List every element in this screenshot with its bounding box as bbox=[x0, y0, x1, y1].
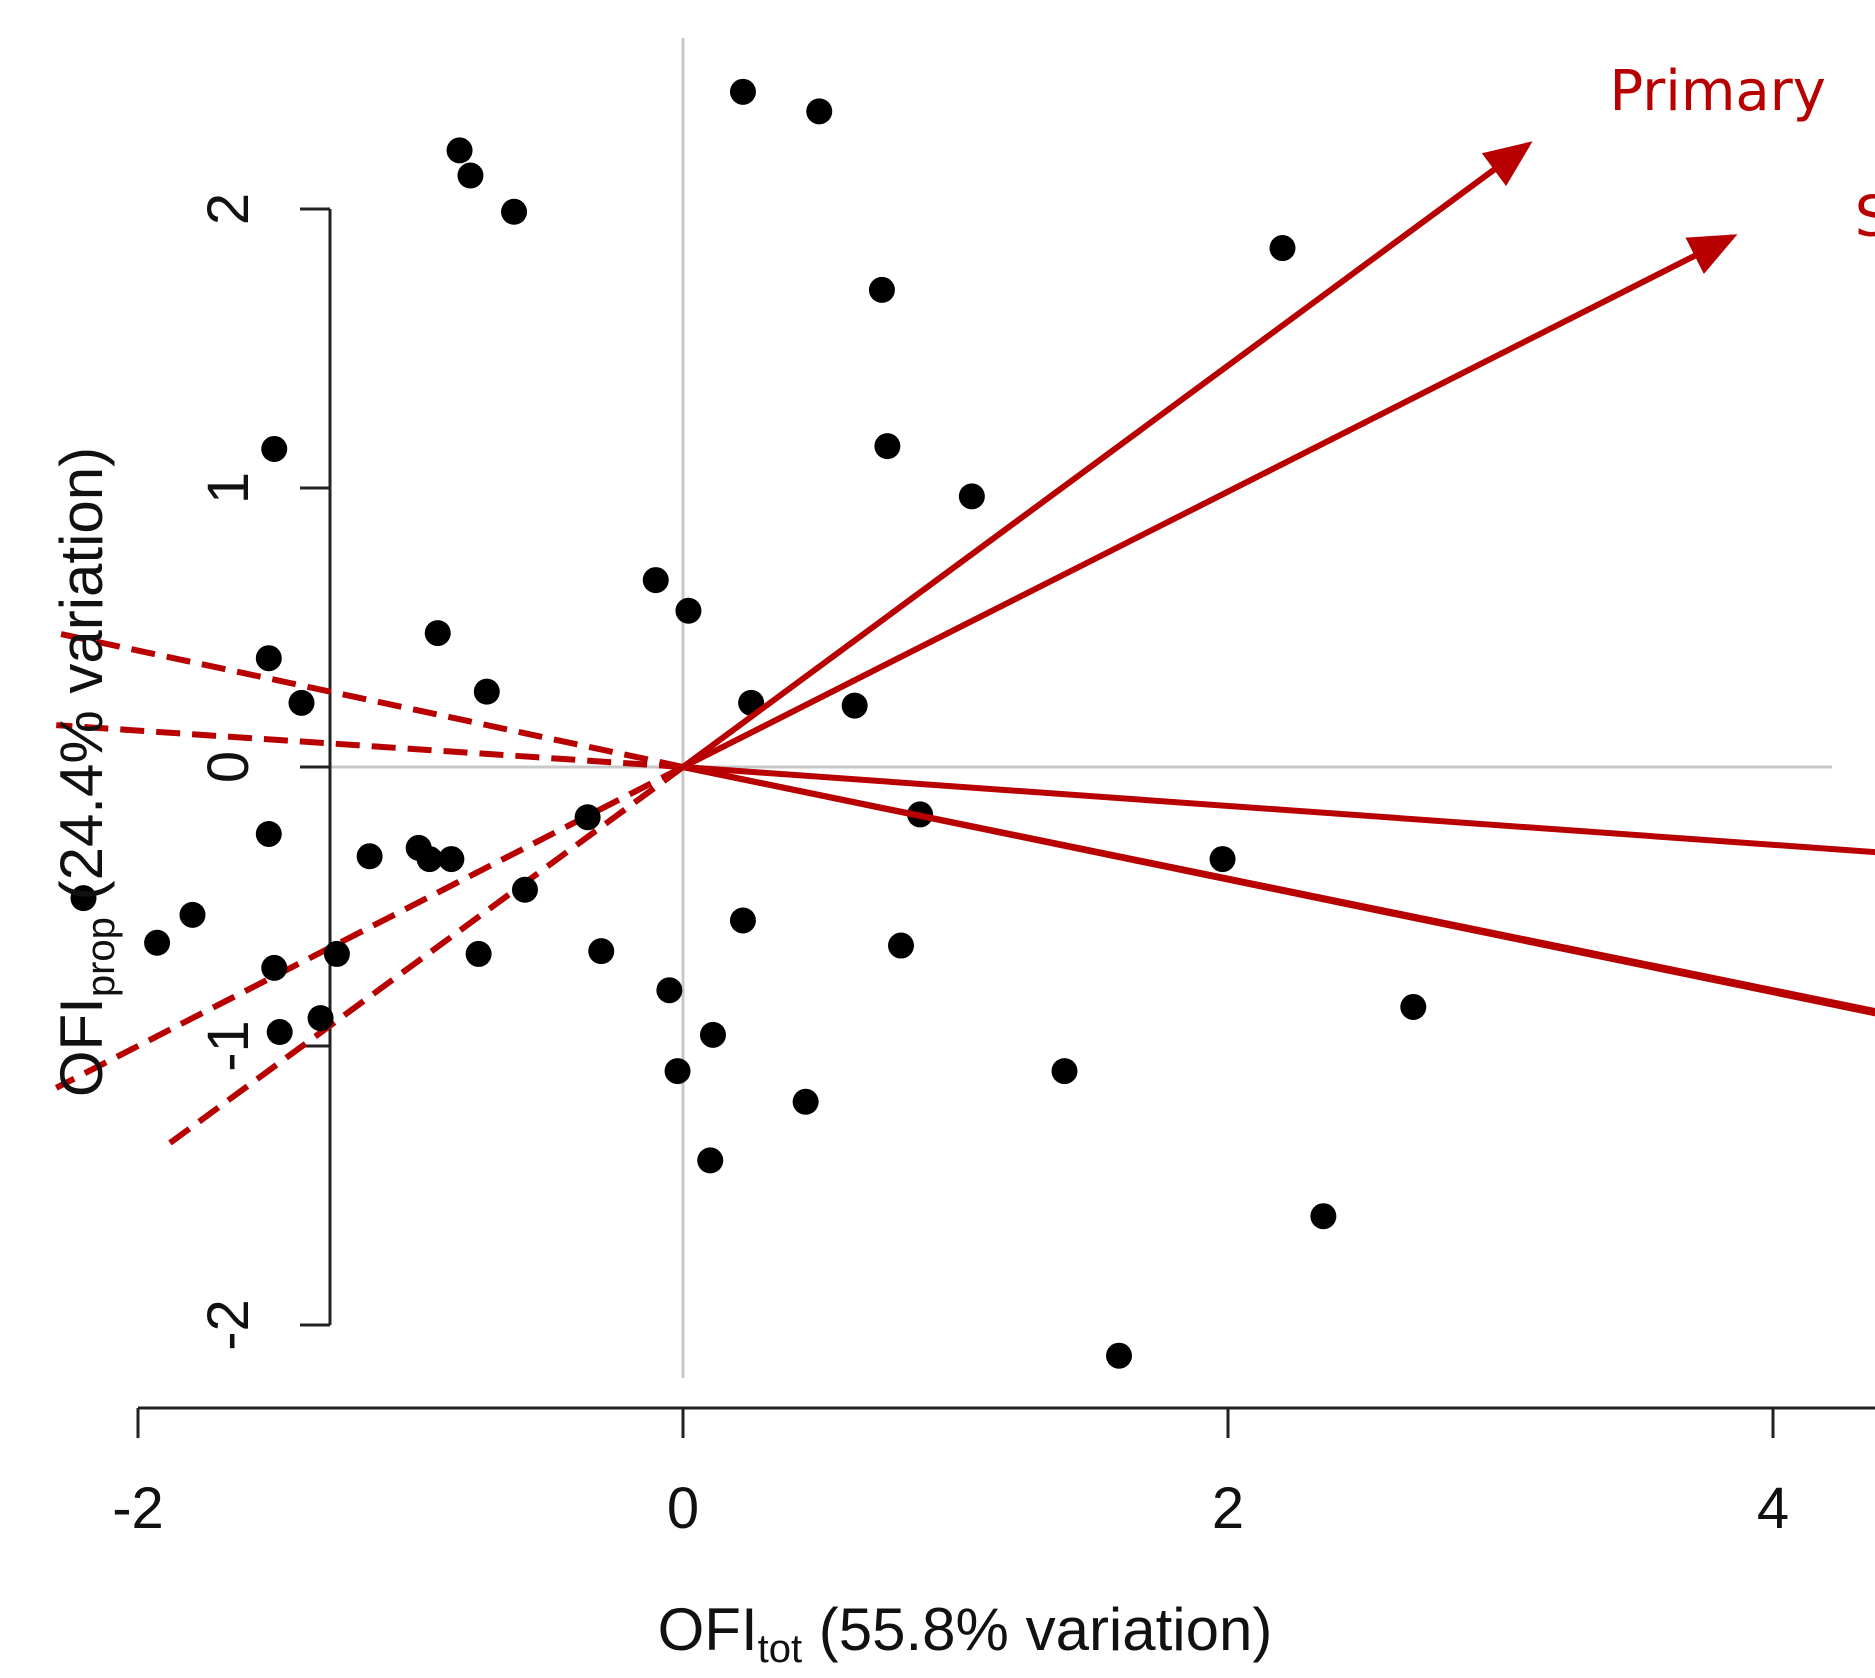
dashed-extension-line bbox=[55, 630, 684, 770]
data-point bbox=[729, 78, 756, 105]
x-tick-label: 0 bbox=[667, 1476, 699, 1541]
x-tick-label: 4 bbox=[1757, 1476, 1789, 1541]
y-tick-label: -1 bbox=[196, 1020, 261, 1072]
y-tick-label: 2 bbox=[196, 193, 261, 225]
data-point bbox=[179, 901, 206, 928]
dashed-extensions bbox=[54, 630, 685, 1149]
data-point bbox=[656, 977, 683, 1004]
data-point bbox=[958, 483, 985, 510]
reference-lines bbox=[330, 38, 1832, 1378]
data-point bbox=[1051, 1058, 1078, 1085]
loading-arrow-preantral bbox=[682, 764, 1875, 1015]
data-point bbox=[841, 692, 868, 719]
data-point bbox=[266, 1019, 293, 1046]
data-point bbox=[255, 645, 282, 672]
loading-arrow-atretic bbox=[682, 764, 1875, 856]
data-point bbox=[501, 198, 528, 225]
data-point bbox=[255, 820, 282, 847]
data-point bbox=[1106, 1342, 1132, 1369]
loading-arrow-antral bbox=[682, 764, 1875, 1017]
data-point bbox=[729, 907, 756, 934]
data-point bbox=[664, 1058, 691, 1085]
x-tick-label: -2 bbox=[112, 1476, 164, 1541]
data-point bbox=[1310, 1203, 1337, 1230]
data-point bbox=[642, 567, 669, 594]
loading-arrow-secondary bbox=[681, 234, 1738, 770]
label-secondary: Secondary bbox=[1855, 184, 1875, 249]
data-point bbox=[806, 98, 833, 125]
data-point bbox=[473, 678, 500, 705]
data-point bbox=[288, 689, 315, 716]
data-points bbox=[70, 78, 1427, 1369]
y-axis: -2 -1 0 1 2 bbox=[196, 193, 332, 1351]
data-point bbox=[307, 1005, 334, 1032]
data-point bbox=[699, 1021, 726, 1048]
y-tick-label: 1 bbox=[196, 472, 261, 504]
data-point bbox=[416, 846, 443, 873]
data-point bbox=[588, 938, 615, 965]
data-point bbox=[323, 940, 350, 967]
data-point bbox=[574, 804, 601, 831]
data-point bbox=[697, 1147, 724, 1174]
data-point bbox=[1269, 235, 1296, 262]
x-axis: -202468 bbox=[112, 1406, 1875, 1541]
data-point bbox=[874, 433, 901, 460]
data-point bbox=[511, 876, 538, 903]
data-point bbox=[261, 435, 288, 462]
data-point bbox=[457, 162, 484, 189]
dashed-extension-line bbox=[56, 722, 684, 770]
data-point bbox=[356, 843, 383, 870]
data-point bbox=[868, 276, 895, 303]
y-tick-label: 0 bbox=[196, 751, 261, 783]
data-point bbox=[261, 954, 288, 981]
y-tick-label: -2 bbox=[196, 1299, 261, 1351]
loading-labels: PrimarySecondaryAtreticAntralPreantral bbox=[1610, 59, 1875, 250]
loading-arrows bbox=[681, 141, 1875, 1017]
x-axis-title: OFItot (55.8% variation) bbox=[658, 1596, 1273, 1671]
data-point bbox=[438, 846, 465, 873]
loading-arrow-primary bbox=[681, 141, 1533, 770]
data-point bbox=[1400, 993, 1427, 1020]
data-point bbox=[792, 1088, 819, 1115]
data-point bbox=[144, 929, 171, 956]
y-axis-title: OFIprop (24.4% variation) bbox=[48, 447, 123, 1097]
data-point bbox=[465, 940, 492, 967]
data-point bbox=[424, 620, 451, 647]
data-point bbox=[70, 885, 97, 912]
data-point bbox=[1209, 846, 1236, 873]
x-tick-label: 2 bbox=[1212, 1476, 1244, 1541]
data-point bbox=[675, 597, 702, 624]
data-point bbox=[888, 932, 914, 959]
label-primary: Primary bbox=[1610, 59, 1826, 124]
data-point bbox=[446, 137, 473, 164]
